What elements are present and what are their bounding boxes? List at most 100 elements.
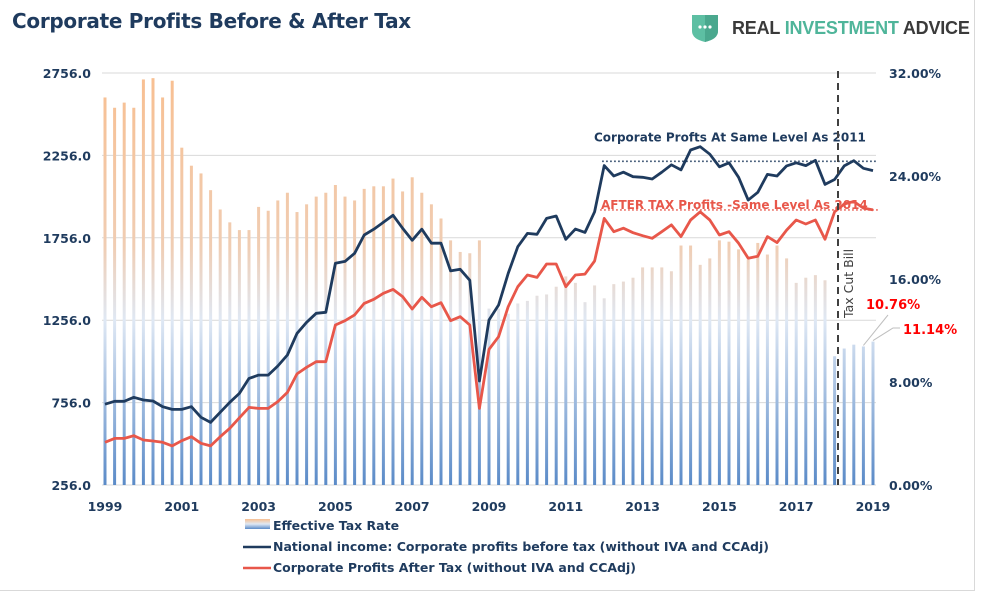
tax-rate-bar — [237, 230, 241, 485]
tax-rate-bar — [852, 344, 856, 485]
tax-rate-bar — [391, 178, 395, 485]
tax-rate-bar — [429, 204, 433, 485]
tax-rate-bar — [497, 308, 501, 485]
tax-rate-bar — [804, 277, 808, 485]
tax-rate-bar — [842, 348, 846, 485]
x-tick-label: 2013 — [625, 499, 660, 514]
tax-rate-bar — [362, 188, 366, 485]
tax-rate-bar — [468, 253, 472, 485]
x-tick-label: 2001 — [164, 499, 199, 514]
tax-rate-bar — [439, 218, 443, 486]
tax-rate-callout: 11.14% — [903, 323, 957, 338]
tax-rate-bar — [113, 107, 117, 485]
tax-rate-bar — [141, 79, 145, 485]
tax-rate-bar — [516, 303, 520, 485]
before-tax-line — [104, 145, 874, 424]
x-tick-label: 2019 — [856, 499, 891, 514]
tax-rate-bar — [535, 295, 539, 485]
logo-text: REAL INVESTMENT ADVICE — [732, 17, 970, 38]
tax-rate-bar — [305, 204, 309, 485]
tax-rate-bar — [794, 282, 798, 485]
tax-rate-bar — [746, 259, 750, 485]
tax-rate-bar — [180, 147, 184, 486]
y-right-tick-label: 16.00% — [889, 272, 942, 287]
tax-rate-bar — [449, 240, 453, 485]
tax-rate-bar — [660, 267, 664, 485]
logo: REAL INVESTMENT ADVICE — [690, 13, 970, 43]
tax-rate-bar — [621, 281, 625, 485]
tax-rate-bar — [727, 241, 731, 485]
tax-rate-bar — [785, 258, 789, 485]
tax-rate-bar — [285, 192, 289, 486]
tax-rate-bar — [545, 294, 549, 485]
tax-rate-bar — [333, 185, 337, 485]
tax-rate-bar — [209, 190, 213, 485]
tax-rate-bar — [833, 356, 837, 485]
tax-rate-bar — [266, 210, 270, 485]
tax-rate-bar — [343, 196, 347, 485]
x-tick-label: 2009 — [472, 499, 507, 514]
tax-rate-bar — [228, 222, 232, 485]
tax-cut-bill-label: Tax Cut Bill — [841, 249, 856, 319]
tax-rate-bar — [593, 285, 597, 485]
tax-rate-bar — [861, 346, 865, 485]
tax-rate-bar — [612, 284, 616, 485]
y-left-tick-label: 2256.0 — [43, 148, 92, 163]
legend-swatch-tax-rate — [245, 519, 270, 529]
tax-rate-bar — [218, 209, 222, 485]
x-tick-label: 2011 — [548, 499, 583, 514]
y-left-tick-label: 256.0 — [51, 478, 91, 493]
y-right-tick-label: 0.00% — [889, 478, 933, 493]
tax-rate-bar — [573, 282, 577, 485]
tax-rate-bar — [401, 191, 405, 485]
tax-rate-bar — [372, 186, 376, 486]
x-tick-label: 2017 — [779, 499, 814, 514]
before-tax-annotation: Corporate Profts At Same Level As 2011 — [594, 130, 866, 144]
x-tick-label: 2003 — [241, 499, 276, 514]
y-right-tick-label: 32.00% — [889, 66, 942, 81]
tax-rate-bar — [641, 267, 645, 485]
tax-rate-bar — [650, 267, 654, 485]
tax-rate-bar — [564, 276, 568, 485]
tax-rate-bar — [132, 107, 136, 485]
y-left-tick-label: 1256.0 — [43, 313, 92, 328]
tax-rate-bar — [583, 302, 587, 485]
tax-rate-bar — [247, 230, 251, 485]
tax-rate-bar — [525, 300, 529, 485]
x-tick-label: 2007 — [395, 499, 430, 514]
tax-rate-bar — [410, 177, 414, 485]
tax-rate-bar — [765, 254, 769, 485]
tax-rate-bar — [813, 275, 817, 485]
y-left-tick-label: 2756.0 — [43, 66, 92, 81]
tax-rate-callout: 10.76% — [866, 298, 920, 313]
tax-rate-bar — [708, 258, 712, 485]
y-left-tick-label: 756.0 — [51, 396, 91, 411]
tax-rate-bar — [756, 242, 760, 485]
tax-rate-bar — [381, 186, 385, 486]
tax-rate-bar — [487, 308, 491, 485]
tax-rate-bar — [737, 249, 741, 485]
tax-rate-bar — [669, 271, 673, 485]
tax-rate-bar — [189, 165, 193, 485]
tax-rate-bar — [122, 102, 126, 486]
callout-leader — [863, 314, 889, 346]
x-tick-label: 1999 — [88, 499, 123, 514]
legend-label: National income: Corporate profits befor… — [273, 539, 769, 554]
tax-rate-bar — [353, 200, 357, 485]
y-left-tick-label: 1756.0 — [43, 231, 92, 246]
x-tick-label: 2015 — [702, 499, 737, 514]
tax-rate-bar — [324, 192, 328, 486]
tax-rate-bar — [602, 298, 606, 485]
tax-rate-bar — [717, 240, 721, 485]
tax-rate-bar — [554, 286, 558, 485]
tax-rate-bar — [823, 280, 827, 485]
tax-rate-bar — [506, 313, 510, 485]
tax-rate-bar — [257, 206, 261, 485]
tax-rate-bar — [420, 192, 424, 486]
tax-rate-bar — [477, 240, 481, 485]
tax-rate-bar — [775, 245, 779, 485]
shield-chat-icon — [692, 15, 718, 42]
tax-rate-bar — [679, 245, 683, 485]
